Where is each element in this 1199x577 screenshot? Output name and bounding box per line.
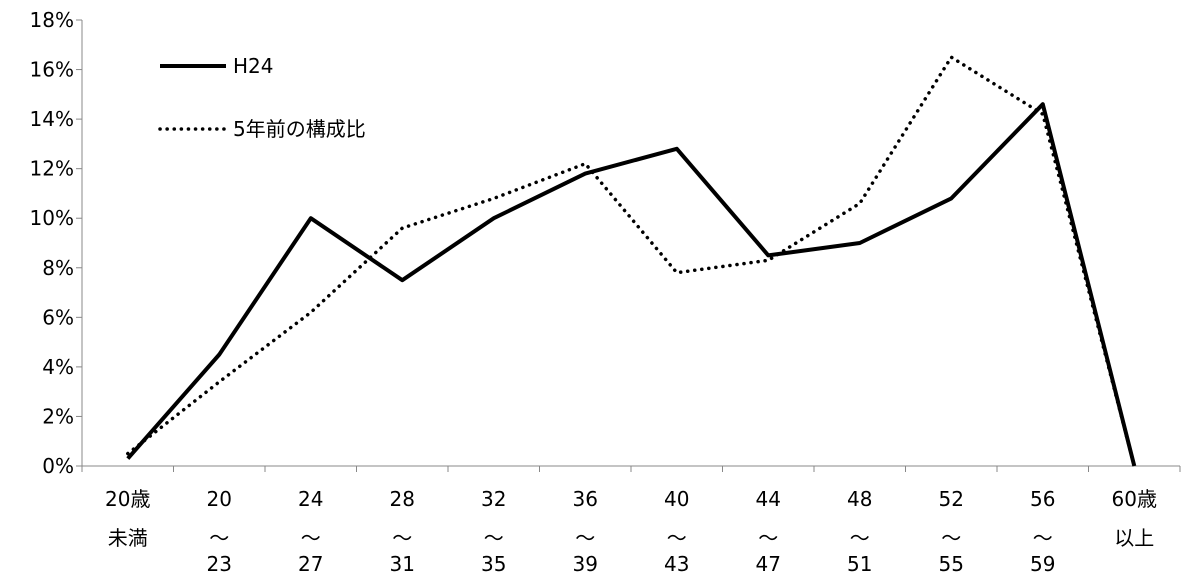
series-line-1 (126, 55, 1137, 468)
x-tick-label: 以上 (1114, 526, 1154, 550)
x-tick-label: ～ (941, 526, 961, 550)
x-tick-label: 43 (664, 552, 689, 576)
x-tick-label: 27 (298, 552, 323, 576)
x-axis: 20歳未満20～2324～2728～3132～3536～3940～4344～47… (81, 465, 1181, 576)
y-axis: 0% 2% 4% 6% 8% 10% 12% 14% 16% 18% (30, 8, 83, 478)
y-tick-label: 0% (42, 454, 74, 478)
x-tick-label: 60歳 (1112, 487, 1157, 511)
x-tick-label: 39 (573, 552, 598, 576)
y-tick-label: 12% (30, 157, 74, 181)
x-tick-label: ～ (484, 526, 504, 550)
y-tick-label: 8% (42, 256, 74, 280)
x-tick-label: 40 (664, 487, 689, 511)
series-layer (126, 55, 1137, 468)
x-tick-label: ～ (575, 526, 595, 550)
x-tick-label: 24 (298, 487, 323, 511)
x-tick-label: ～ (667, 526, 687, 550)
x-tick-label: 52 (939, 487, 964, 511)
x-tick-label: 48 (847, 487, 872, 511)
x-tick-label: 59 (1030, 552, 1055, 576)
x-tick-label: 未満 (108, 526, 148, 550)
x-tick-label: 35 (481, 552, 506, 576)
x-tick-label: ～ (1033, 526, 1053, 550)
x-tick-label: 32 (481, 487, 506, 511)
y-tick-label: 4% (42, 355, 74, 379)
x-tick-label: 20 (207, 487, 232, 511)
x-tick-label: 28 (390, 487, 415, 511)
x-tick-label: 55 (939, 552, 964, 576)
y-tick-label: 10% (30, 206, 74, 230)
x-tick-label: ～ (301, 526, 321, 550)
y-tick-label: 6% (42, 305, 74, 329)
series-line-0 (126, 102, 1137, 467)
x-tick-label: 56 (1030, 487, 1055, 511)
x-tick-label: 51 (847, 552, 872, 576)
x-tick-label: 20歳 (105, 487, 150, 511)
y-tick-label: 14% (30, 107, 74, 131)
y-tick-label: 16% (30, 58, 74, 82)
x-tick-label: ～ (758, 526, 778, 550)
y-tick-label: 2% (42, 404, 74, 428)
legend: H24 5年前の構成比 (158, 54, 366, 141)
x-tick-label: 31 (390, 552, 415, 576)
legend-label: H24 (233, 54, 274, 78)
legend-label: 5年前の構成比 (233, 117, 366, 141)
x-tick-label: 23 (207, 552, 232, 576)
y-tick-label: 18% (30, 8, 74, 32)
x-tick-label: 44 (756, 487, 781, 511)
x-tick-label: ～ (392, 526, 412, 550)
x-tick-label: ～ (850, 526, 870, 550)
x-tick-label: 47 (756, 552, 781, 576)
x-tick-label: ～ (209, 526, 229, 550)
x-tick-label: 36 (573, 487, 598, 511)
